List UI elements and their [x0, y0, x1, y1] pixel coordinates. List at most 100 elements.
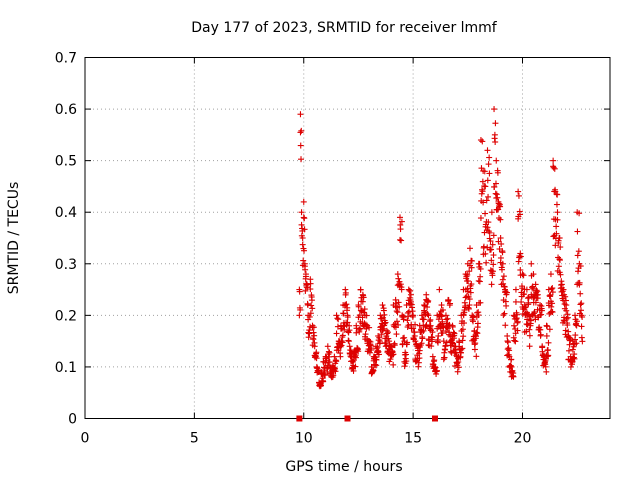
data-point — [511, 337, 518, 344]
data-point — [475, 277, 482, 284]
data-point — [332, 368, 339, 375]
data-point — [296, 286, 303, 293]
data-point — [397, 226, 404, 233]
y-tick-label: 0.5 — [55, 154, 77, 170]
data-point — [492, 180, 499, 187]
data-point — [383, 327, 390, 334]
data-point — [515, 188, 522, 195]
data-point — [519, 271, 526, 278]
data-point — [355, 302, 362, 309]
data-point — [397, 214, 403, 221]
y-tick-label: 0.7 — [55, 51, 77, 67]
data-point — [510, 373, 517, 380]
data-gap-marker — [344, 415, 351, 422]
data-point — [574, 209, 581, 216]
data-point — [462, 303, 469, 310]
data-point — [317, 382, 324, 389]
data-point — [488, 281, 495, 288]
data-point — [447, 300, 454, 307]
y-tick-label: 0 — [68, 412, 77, 428]
y-axis-label: SRMTID / TECUs — [6, 182, 22, 295]
data-point — [469, 312, 476, 319]
y-tick-label: 0.3 — [55, 257, 77, 273]
data-point — [420, 316, 427, 323]
data-point — [355, 348, 362, 355]
data-point — [423, 291, 430, 298]
data-point — [416, 355, 423, 362]
data-point — [449, 322, 456, 329]
data-point — [347, 347, 354, 354]
data-point — [324, 343, 331, 350]
data-point — [579, 338, 586, 345]
data-point — [405, 322, 412, 329]
data-point — [429, 334, 436, 341]
data-point — [487, 238, 494, 245]
data-point — [334, 315, 341, 322]
data-point — [359, 291, 366, 298]
data-point — [410, 325, 417, 332]
data-point — [311, 332, 318, 339]
data-point — [526, 343, 533, 350]
data-point — [565, 347, 572, 354]
data-point — [460, 320, 467, 327]
data-point — [451, 330, 458, 337]
data-point — [573, 318, 580, 325]
data-point — [344, 319, 351, 326]
data-point — [576, 279, 583, 286]
data-point — [343, 301, 350, 308]
data-point — [429, 353, 436, 360]
data-point — [404, 317, 411, 324]
data-point — [578, 323, 585, 330]
data-point — [477, 215, 484, 222]
data-point — [442, 312, 449, 319]
data-point — [388, 343, 395, 350]
data-point — [322, 372, 329, 379]
data-point — [462, 294, 469, 301]
data-point — [296, 312, 303, 319]
data-point — [474, 320, 481, 327]
data-point — [424, 310, 431, 317]
data-point — [564, 314, 571, 321]
data-point — [554, 209, 561, 216]
data-point — [499, 249, 506, 256]
data-point — [545, 339, 552, 346]
data-point — [427, 322, 434, 329]
data-point — [468, 257, 475, 264]
data-point — [466, 302, 473, 309]
y-tick-label: 0.2 — [55, 308, 77, 324]
data-point — [538, 311, 545, 318]
data-point — [357, 286, 364, 293]
data-point — [495, 198, 502, 205]
data-point — [512, 338, 519, 345]
data-point — [477, 299, 484, 306]
data-point — [480, 243, 487, 250]
data-point — [544, 346, 551, 353]
data-point — [307, 310, 314, 317]
data-point — [578, 312, 585, 319]
data-point — [550, 157, 557, 164]
data-point — [528, 260, 535, 267]
data-point — [514, 327, 521, 334]
data-point — [435, 332, 442, 339]
data-point — [297, 129, 304, 136]
data-point — [425, 312, 432, 319]
data-point — [403, 351, 410, 358]
x-axis-label: GPS time / hours — [285, 459, 402, 475]
data-point — [506, 347, 513, 354]
data-point — [366, 349, 373, 356]
data-point — [428, 343, 435, 350]
data-point — [573, 340, 580, 347]
data-point — [441, 354, 448, 361]
data-point — [459, 326, 466, 333]
data-point — [553, 223, 560, 230]
data-point — [353, 322, 360, 329]
data-point — [521, 302, 528, 309]
data-point — [410, 312, 417, 319]
data-point — [506, 353, 513, 360]
data-point — [433, 367, 440, 374]
data-point — [407, 291, 414, 298]
data-point — [497, 254, 504, 261]
data-point — [477, 273, 484, 280]
data-point — [503, 302, 510, 309]
data-point — [537, 331, 544, 338]
